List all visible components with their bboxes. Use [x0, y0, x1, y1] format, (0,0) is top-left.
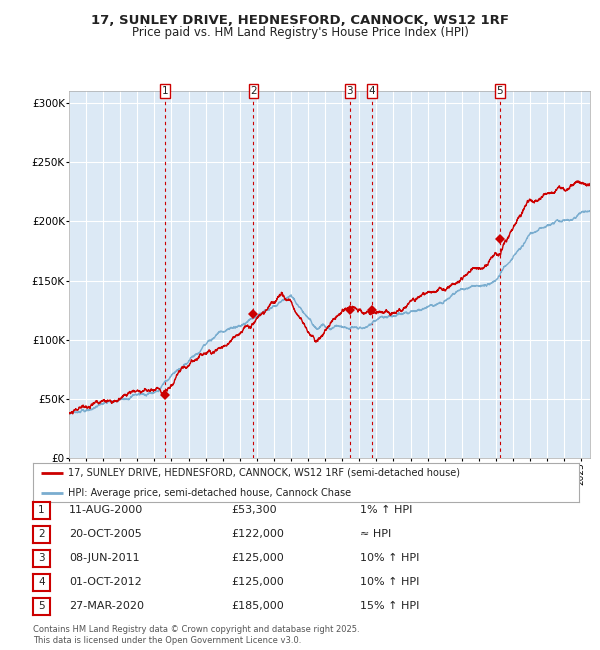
Text: 5: 5 [497, 86, 503, 96]
Text: 4: 4 [369, 86, 376, 96]
Text: ≈ HPI: ≈ HPI [360, 529, 391, 539]
Text: 08-JUN-2011: 08-JUN-2011 [69, 553, 140, 564]
Text: HPI: Average price, semi-detached house, Cannock Chase: HPI: Average price, semi-detached house,… [68, 488, 352, 498]
Text: 2: 2 [250, 86, 257, 96]
Text: 2: 2 [38, 529, 45, 539]
Text: 10% ↑ HPI: 10% ↑ HPI [360, 553, 419, 564]
Text: 1: 1 [38, 505, 45, 515]
Text: 5: 5 [38, 601, 45, 612]
Text: 1% ↑ HPI: 1% ↑ HPI [360, 505, 412, 515]
Text: 3: 3 [38, 553, 45, 564]
Text: 17, SUNLEY DRIVE, HEDNESFORD, CANNOCK, WS12 1RF: 17, SUNLEY DRIVE, HEDNESFORD, CANNOCK, W… [91, 14, 509, 27]
Text: £185,000: £185,000 [231, 601, 284, 612]
Text: 3: 3 [346, 86, 353, 96]
Text: £53,300: £53,300 [231, 505, 277, 515]
Text: 1: 1 [161, 86, 168, 96]
Text: £122,000: £122,000 [231, 529, 284, 539]
Text: 10% ↑ HPI: 10% ↑ HPI [360, 577, 419, 588]
Text: £125,000: £125,000 [231, 553, 284, 564]
Text: 27-MAR-2020: 27-MAR-2020 [69, 601, 144, 612]
Text: £125,000: £125,000 [231, 577, 284, 588]
Text: 11-AUG-2000: 11-AUG-2000 [69, 505, 143, 515]
Text: 15% ↑ HPI: 15% ↑ HPI [360, 601, 419, 612]
Text: Contains HM Land Registry data © Crown copyright and database right 2025.
This d: Contains HM Land Registry data © Crown c… [33, 625, 359, 645]
Text: 4: 4 [38, 577, 45, 588]
Text: 01-OCT-2012: 01-OCT-2012 [69, 577, 142, 588]
Text: Price paid vs. HM Land Registry's House Price Index (HPI): Price paid vs. HM Land Registry's House … [131, 26, 469, 39]
Text: 17, SUNLEY DRIVE, HEDNESFORD, CANNOCK, WS12 1RF (semi-detached house): 17, SUNLEY DRIVE, HEDNESFORD, CANNOCK, W… [68, 467, 460, 478]
Text: 20-OCT-2005: 20-OCT-2005 [69, 529, 142, 539]
